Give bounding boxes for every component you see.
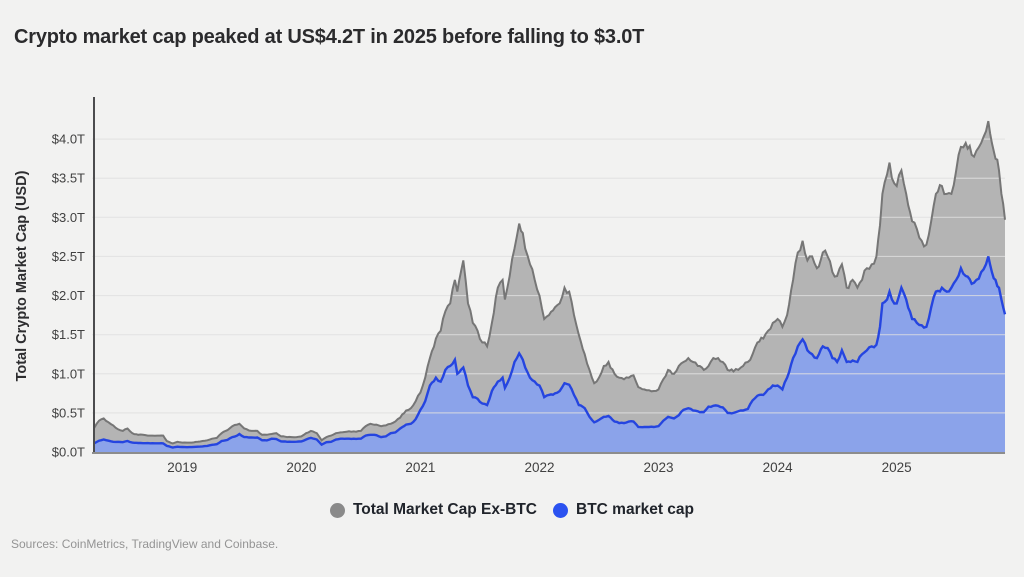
x-tick-label: 2021 bbox=[405, 460, 435, 475]
total-ex-btc-area bbox=[94, 121, 1005, 448]
y-axis-title: Total Crypto Market Cap (USD) bbox=[14, 170, 30, 382]
source-note: Sources: CoinMetrics, TradingView and Co… bbox=[11, 537, 279, 551]
y-tick-label: $0.0T bbox=[52, 445, 85, 460]
page-title: Crypto market cap peaked at US$4.2T in 2… bbox=[14, 26, 645, 48]
btc-area bbox=[93, 256, 1005, 452]
legend-item-btc: BTC market cap bbox=[553, 501, 694, 519]
chart-legend: Total Market Cap Ex-BTC BTC market cap bbox=[0, 501, 1024, 519]
btc-line bbox=[93, 256, 1007, 449]
total-line bbox=[93, 120, 1006, 445]
y-tick-label: $3.5T bbox=[52, 171, 85, 186]
x-tick-label: 2020 bbox=[286, 460, 316, 475]
y-tick-label: $1.5T bbox=[52, 327, 85, 342]
legend-label-ex-btc: Total Market Cap Ex-BTC bbox=[352, 501, 537, 518]
btc-legend-dot-icon bbox=[553, 502, 568, 518]
y-tick-label: $1.0T bbox=[52, 366, 85, 381]
x-tick-label: 2024 bbox=[763, 460, 794, 475]
ex-btc-legend-dot-icon bbox=[329, 502, 345, 518]
y-tick-label: $3.0T bbox=[52, 210, 85, 225]
y-tick-label: $0.5T bbox=[52, 405, 85, 420]
x-tick-label: 2023 bbox=[644, 460, 674, 475]
legend-item-ex-btc: Total Market Cap Ex-BTC bbox=[329, 501, 537, 519]
x-tick-label: 2022 bbox=[524, 460, 554, 475]
y-tick-label: $2.0T bbox=[52, 288, 85, 303]
legend-label-btc: BTC market cap bbox=[576, 501, 695, 518]
x-tick-label: 2019 bbox=[167, 460, 197, 475]
y-tick-label: $2.5T bbox=[52, 249, 85, 264]
y-tick-label: $4.0T bbox=[52, 132, 85, 147]
x-tick-label: 2025 bbox=[882, 460, 912, 475]
